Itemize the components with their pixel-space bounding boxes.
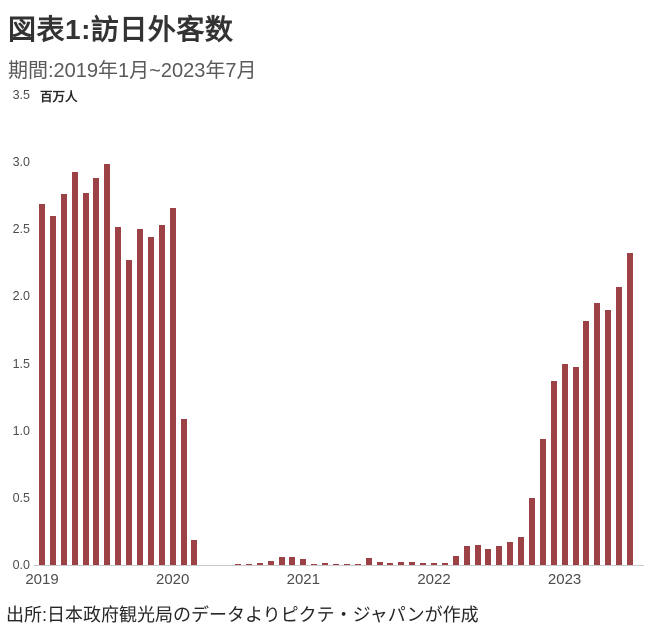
y-tick-label: 3.0 [12, 155, 30, 170]
bar-2020-08 [245, 563, 252, 565]
bar-2021-12 [420, 563, 427, 565]
x-tick-label-2021: 2021 [286, 571, 320, 588]
bar-2021-06 [354, 563, 361, 565]
bar-2019-12 [158, 225, 165, 565]
bar-2020-12 [289, 557, 296, 565]
bar-2019-01 [39, 203, 45, 565]
bar-2022-08 [507, 542, 514, 565]
y-tick-label: 0.0 [12, 558, 30, 572]
bar-2022-03 [452, 556, 459, 565]
bar-2020-11 [278, 557, 285, 565]
bar-2021-07 [365, 558, 372, 565]
bar-2023-04 [594, 303, 601, 565]
bar-2023-02 [572, 366, 579, 565]
bar-2022-12 [550, 381, 557, 565]
source-note: 出所:日本政府観光局のデータよりピクテ・ジャパンが作成 [6, 605, 479, 625]
y-tick-label: 2.0 [12, 289, 30, 304]
bar-2021-04 [332, 563, 339, 565]
bar-2022-04 [463, 546, 470, 565]
bar-2021-02 [311, 564, 318, 565]
bar-2023-07 [626, 253, 633, 565]
bar-2019-04 [71, 171, 78, 565]
y-tick-label: 1.5 [12, 356, 30, 371]
y-tick-label: 1.0 [12, 423, 30, 438]
bar-2022-10 [528, 498, 535, 565]
bar-2020-10 [267, 561, 274, 565]
bar-2023-01 [561, 363, 568, 565]
bar-2023-05 [605, 310, 612, 565]
y-axis-top-row: 3.5 百万人 [0, 87, 78, 104]
x-tick-label-2019: 2019 [25, 571, 59, 588]
bar-2019-05 [82, 193, 89, 565]
bar-2019-11 [147, 237, 154, 565]
bar-2019-08 [115, 226, 122, 565]
bar-2019-02 [49, 215, 56, 565]
x-tick-label-2023: 2023 [547, 571, 582, 588]
bar-2020-07 [234, 564, 241, 565]
bar-2019-03 [60, 194, 67, 565]
y-tick-label: 0.5 [12, 490, 30, 505]
bar-2021-11 [409, 562, 416, 565]
page-title: 図表1:訪日外客数 [8, 14, 234, 45]
y-tick-label: 2.5 [12, 222, 30, 237]
bar-2022-11 [539, 439, 546, 565]
plot-area [36, 95, 642, 565]
bar-2019-10 [136, 229, 143, 565]
bar-2020-03 [191, 539, 198, 565]
x-tick-label-2020: 2020 [156, 571, 190, 588]
bar-2022-09 [518, 537, 525, 565]
bar-2021-09 [387, 562, 394, 565]
bar-2022-02 [441, 562, 448, 565]
x-axis-line [34, 565, 644, 566]
bar-2022-06 [485, 548, 492, 565]
bar-2019-09 [126, 260, 133, 565]
bar-2021-10 [398, 562, 405, 565]
bar-2021-08 [376, 561, 383, 565]
bar-2023-06 [616, 286, 623, 565]
x-tick-label-2022: 2022 [417, 571, 451, 588]
bar-2020-02 [180, 418, 187, 565]
bar-2020-09 [256, 563, 263, 565]
bar-2022-07 [496, 545, 503, 565]
bar-2021-01 [300, 558, 307, 565]
bar-2023-03 [583, 321, 590, 565]
y-axis-top-tick: 3.5 [12, 88, 30, 102]
bar-2022-01 [430, 562, 437, 565]
bar-2021-03 [322, 563, 329, 565]
bar-2019-07 [104, 163, 111, 565]
bar-2020-01 [169, 207, 176, 565]
y-axis-unit-label: 百万人 [40, 89, 78, 104]
bar-2019-06 [93, 178, 100, 565]
bar-2021-05 [343, 563, 350, 565]
chart-period-subtitle: 期間:2019年1月~2023年7月 [8, 60, 257, 82]
bar-2022-05 [474, 545, 481, 565]
